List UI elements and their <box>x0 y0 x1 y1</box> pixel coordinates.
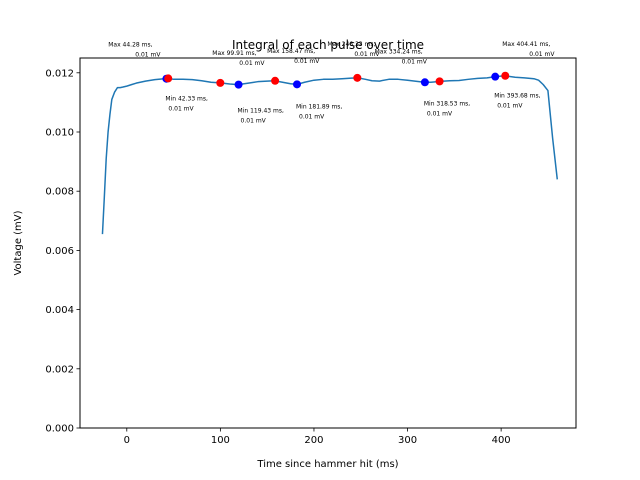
annotations: Min 42.33 ms, 0.01 mV Min 119.43 ms, 0.01 m… <box>108 41 555 125</box>
x-tick-label: 100 <box>211 435 230 446</box>
max-label-value: 0.01 mV <box>529 51 555 58</box>
max-label-time: Max 334.24 ms, <box>375 48 423 55</box>
max-label-value: 0.01 mV <box>294 58 320 65</box>
max-point <box>501 71 510 80</box>
max-label-value: 0.01 mV <box>239 60 265 67</box>
x-tick-label: 400 <box>492 435 511 446</box>
x-tick-label: 300 <box>398 435 417 446</box>
max-label-time: Max 44.28 ms, <box>108 41 152 48</box>
max-point <box>271 76 280 85</box>
min-label-value: 0.01 mV <box>427 110 453 117</box>
min-point <box>420 78 429 87</box>
plot-area <box>101 71 559 235</box>
min-label-time: Min 119.43 ms, <box>238 108 284 115</box>
y-tick-label: 0.000 <box>45 424 74 435</box>
max-point <box>164 74 173 83</box>
min-label-time: Min 393.68 ms, <box>494 93 540 100</box>
y-tick-label: 0.002 <box>45 364 74 375</box>
max-label-value: 0.01 mV <box>402 58 428 65</box>
max-label-value: 0.01 mV <box>135 51 161 58</box>
x-tick-label: 0 <box>124 435 130 446</box>
max-label-time: Max 246.33 ms, <box>327 41 375 48</box>
y-tick-label: 0.010 <box>45 128 74 139</box>
max-point <box>435 77 444 86</box>
y-tick-label: 0.012 <box>45 68 74 79</box>
min-label-value: 0.01 mV <box>241 118 267 125</box>
y-tick-label: 0.004 <box>45 305 74 316</box>
max-label-time: Max 158.47 ms, <box>267 48 315 55</box>
axes-frame <box>79 57 577 429</box>
min-label-value: 0.01 mV <box>299 113 325 120</box>
min-point <box>491 72 500 81</box>
min-label-value: 0.01 mV <box>497 103 523 110</box>
y-tick-label: 0.008 <box>45 187 74 198</box>
max-label-value: 0.01 mV <box>354 51 380 58</box>
y-tick-label: 0.006 <box>45 246 74 257</box>
min-label-time: Min 181.89 ms, <box>296 103 342 110</box>
min-point <box>293 80 302 89</box>
chart-title: Integral of each pulse over time <box>232 38 424 52</box>
max-point <box>353 73 362 82</box>
x-tick-label: 200 <box>304 435 323 446</box>
max-point <box>216 78 225 87</box>
min-label-value: 0.01 mV <box>168 106 194 113</box>
axes: 0 100 200 300 400 0.000 0.002 0.004 0.006 0.008 0.… <box>45 68 510 446</box>
min-label-time: Min 42.33 ms, <box>165 96 208 103</box>
max-label-time: Max 99.91 ms, <box>212 50 256 57</box>
min-label-time: Min 318.53 ms, <box>424 100 470 107</box>
max-label-time: Max 404.41 ms, <box>502 41 550 48</box>
min-point <box>234 80 243 89</box>
x-axis-title: Time since hammer hit (ms) <box>256 459 398 470</box>
y-axis-title: Voltage (mV) <box>13 210 24 275</box>
